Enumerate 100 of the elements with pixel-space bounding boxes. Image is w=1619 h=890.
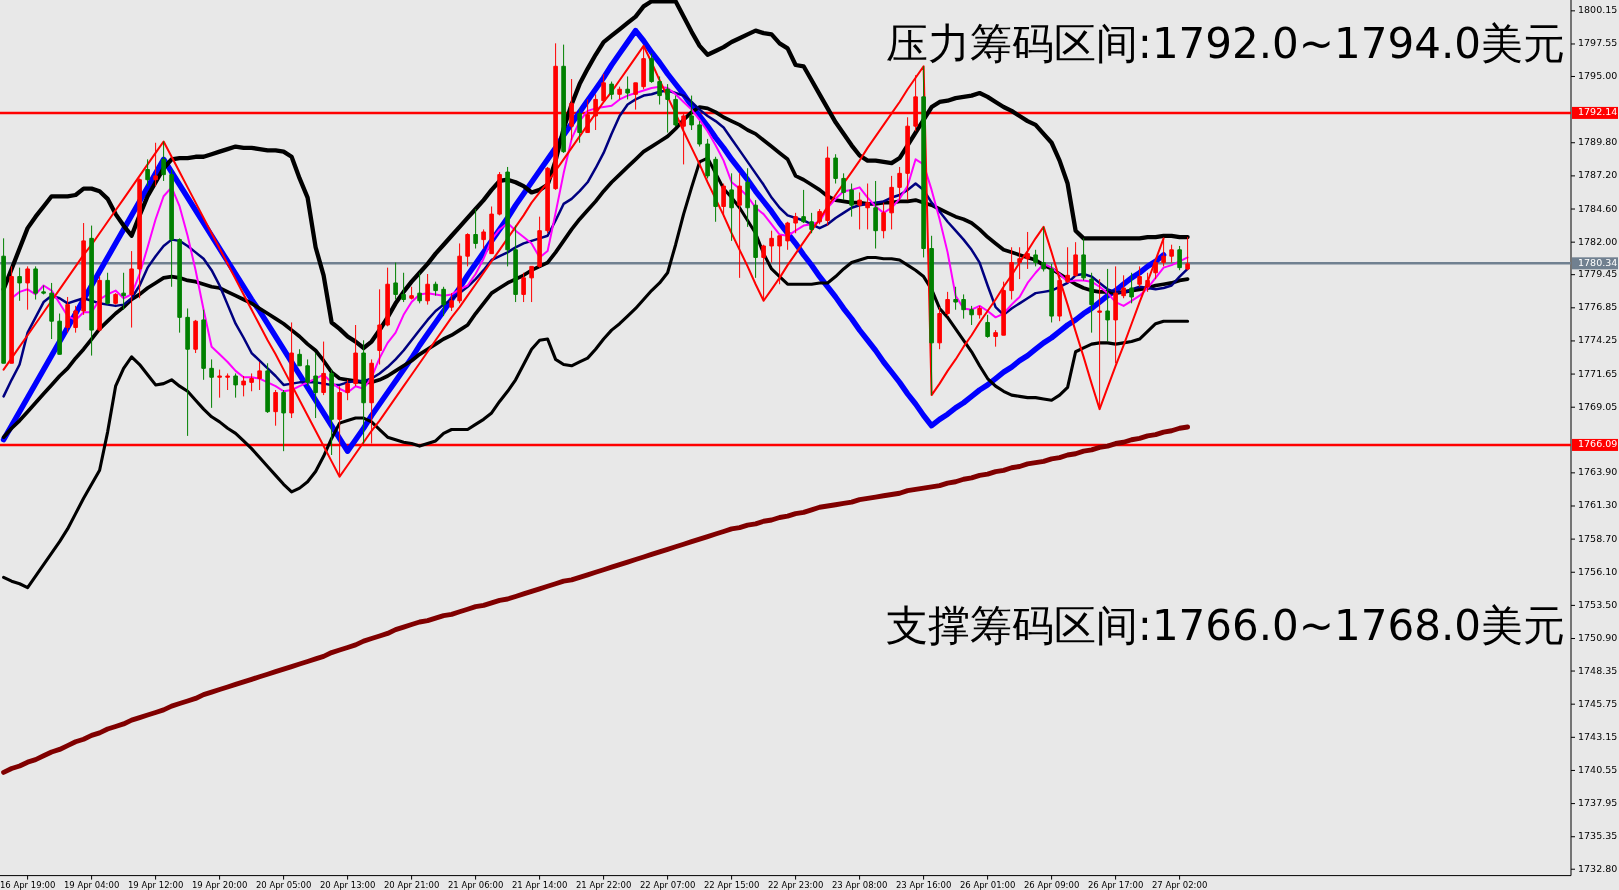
candlestick (473, 208, 478, 250)
candlestick (833, 153, 838, 185)
candlestick (689, 95, 694, 131)
x-tick-label: 19 Apr 04:00 (63, 879, 120, 890)
candlestick (505, 166, 510, 267)
x-tick-label: 19 Apr 20:00 (191, 879, 248, 890)
x-tick-label: 21 Apr 06:00 (447, 879, 504, 890)
candlestick (905, 116, 910, 201)
x-tick-label: 26 Apr 17:00 (1087, 879, 1144, 890)
candlestick (793, 212, 798, 234)
candlestick (513, 225, 518, 303)
candlestick (657, 75, 662, 106)
candlestick (1017, 246, 1022, 280)
candlestick (1089, 272, 1094, 334)
y-tick-label: 1769.05 (1578, 400, 1618, 412)
candlestick (617, 86, 622, 100)
candlestick (561, 44, 566, 154)
candlestick (1185, 236, 1190, 271)
y-tick-label: 1740.55 (1578, 763, 1618, 775)
y-tick-label: 1753.50 (1578, 598, 1618, 610)
candlestick (1033, 249, 1038, 267)
y-tick-label: 1787.20 (1578, 169, 1618, 181)
ref-line-label: 1780.34 (1578, 256, 1618, 268)
candlestick (257, 361, 262, 391)
candlestick (961, 293, 966, 320)
candlestick (1081, 237, 1086, 281)
x-tick-label: 20 Apr 05:00 (255, 879, 312, 890)
candlestick (1025, 231, 1030, 270)
y-tick-label: 1756.10 (1578, 565, 1618, 577)
candlestick (817, 208, 822, 225)
candlestick (433, 281, 438, 297)
y-tick-label: 1748.35 (1578, 664, 1618, 676)
candlestick (201, 309, 206, 381)
candlestick (1, 237, 6, 364)
candlestick (937, 306, 942, 350)
y-tick-label: 1797.55 (1578, 37, 1618, 49)
candlestick (113, 292, 118, 306)
candlestick (801, 189, 806, 224)
candlestick (1145, 272, 1150, 293)
candlestick (1057, 276, 1062, 322)
y-tick-label: 1784.60 (1578, 202, 1618, 214)
candlestick (1009, 246, 1014, 301)
candlestick (409, 286, 414, 301)
candlestick (849, 183, 854, 218)
candlestick (121, 272, 126, 311)
candlestick (1137, 265, 1142, 288)
candlestick (897, 166, 902, 201)
candlestick (385, 267, 390, 327)
candlestick (241, 375, 246, 397)
candlestick (745, 167, 750, 228)
candlestick (633, 82, 638, 111)
candlestick (761, 244, 766, 302)
y-tick-label: 1761.30 (1578, 499, 1618, 511)
x-tick-label: 21 Apr 22:00 (575, 879, 632, 890)
candlestick (321, 341, 326, 396)
candlestick (265, 362, 270, 414)
candlestick (305, 358, 310, 387)
y-tick-label: 1743.15 (1578, 730, 1618, 742)
candlestick (377, 288, 382, 366)
candlestick (41, 284, 46, 295)
candlestick (353, 324, 358, 387)
candlestick (57, 313, 62, 355)
candlestick (97, 276, 102, 332)
candlestick (81, 222, 86, 316)
y-tick-label: 1795.00 (1578, 69, 1618, 81)
y-tick-label: 1774.25 (1578, 334, 1618, 346)
y-tick-label: 1789.80 (1578, 136, 1618, 148)
candlestick (1049, 263, 1054, 323)
candlestick (345, 379, 350, 401)
x-tick-label: 16 Apr 19:00 (0, 879, 56, 890)
candlestick (1001, 281, 1006, 336)
x-tick-label: 22 Apr 07:00 (639, 879, 696, 890)
candlestick (993, 329, 998, 348)
candlestick (449, 292, 454, 312)
candlestick (713, 156, 718, 223)
x-tick-label: 23 Apr 16:00 (895, 879, 952, 890)
candlestick (457, 242, 462, 304)
candlestick (417, 272, 422, 304)
candlestick (697, 120, 702, 148)
candlestick (249, 372, 254, 392)
candlestick (489, 205, 494, 255)
candlestick (945, 291, 950, 317)
candlestick (977, 305, 982, 320)
x-tick-label: 20 Apr 13:00 (319, 879, 376, 890)
candlestick (361, 339, 366, 445)
candlestick (825, 146, 830, 227)
candlestick (609, 81, 614, 100)
candlestick (65, 296, 70, 334)
candlestick (1129, 272, 1134, 304)
candlestick (281, 389, 286, 452)
x-tick-label: 23 Apr 08:00 (831, 879, 888, 890)
candlestick (521, 272, 526, 303)
y-tick-label: 1745.75 (1578, 697, 1618, 709)
candlestick (881, 202, 886, 239)
candlestick (1169, 244, 1174, 264)
candlestick (89, 225, 94, 357)
x-tick-label: 26 Apr 09:00 (1023, 879, 1080, 890)
candlestick (969, 305, 974, 326)
x-tick-label: 19 Apr 12:00 (127, 879, 184, 890)
candlestick (329, 369, 334, 456)
